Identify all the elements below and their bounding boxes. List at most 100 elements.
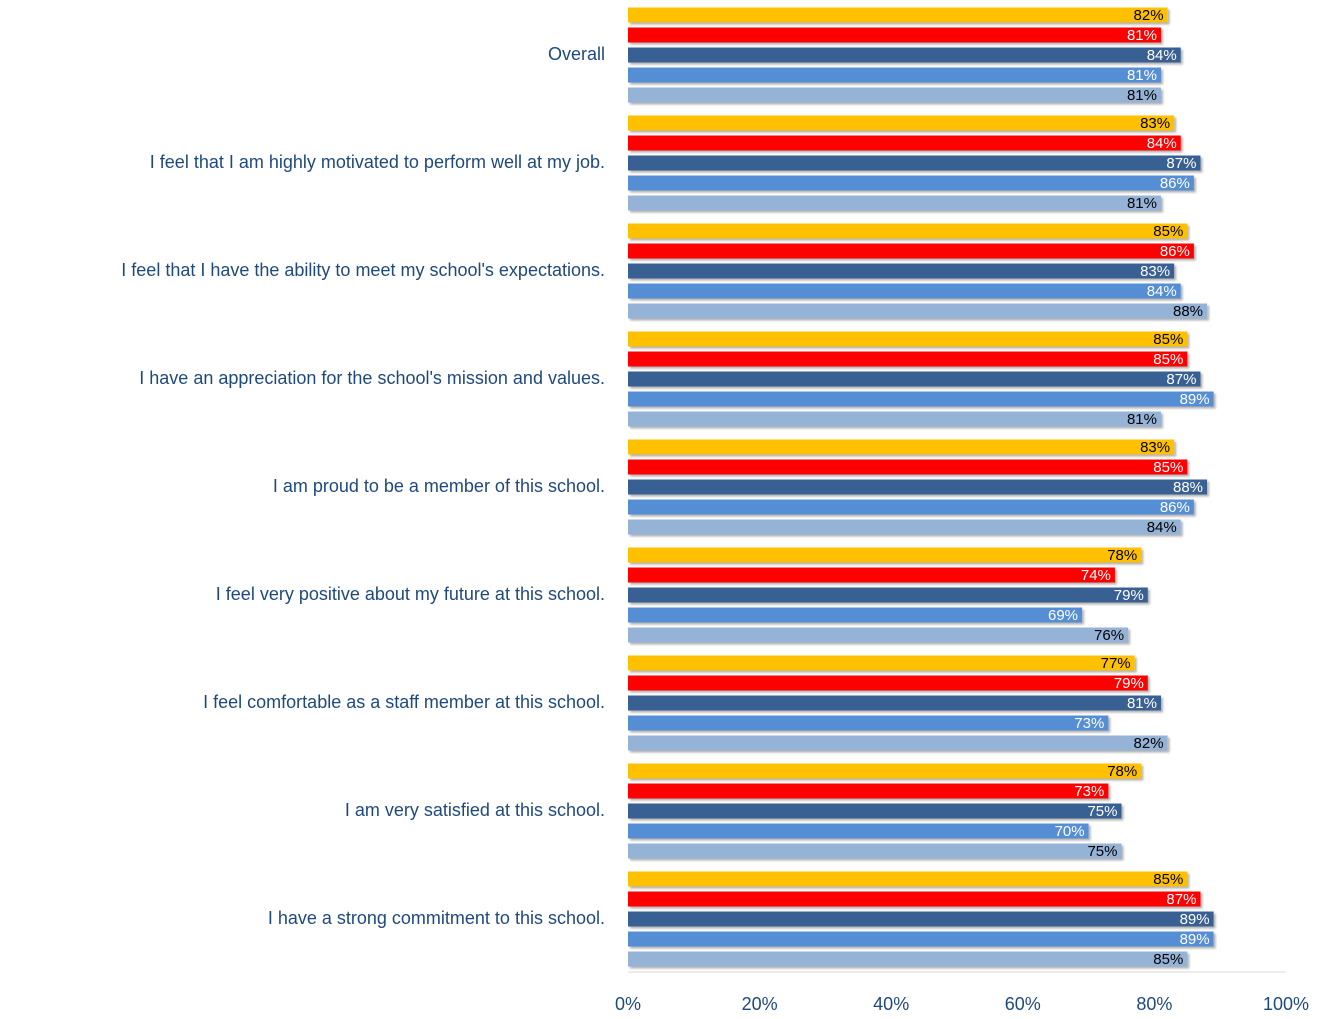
x-tick-label: 0% (615, 994, 641, 1014)
x-tick-label: 60% (1005, 994, 1041, 1014)
bar (628, 931, 1214, 947)
bar (628, 951, 1188, 967)
value-label: 86% (1160, 175, 1190, 192)
value-label: 74% (1081, 567, 1111, 584)
bar (628, 27, 1161, 43)
bar (628, 283, 1181, 299)
bar (628, 803, 1122, 819)
x-tick-label: 20% (742, 994, 778, 1014)
value-label: 85% (1153, 951, 1183, 968)
bar (628, 911, 1214, 927)
bar (628, 479, 1208, 495)
value-label: 78% (1107, 547, 1137, 564)
value-label: 75% (1087, 803, 1117, 820)
bar (628, 411, 1161, 427)
value-label: 70% (1055, 823, 1085, 840)
value-label: 81% (1127, 67, 1157, 84)
value-label: 81% (1127, 27, 1157, 44)
bar (628, 627, 1129, 643)
value-label: 85% (1153, 223, 1183, 240)
value-label: 85% (1153, 459, 1183, 476)
value-label: 85% (1153, 331, 1183, 348)
value-label: 81% (1127, 411, 1157, 428)
value-label: 83% (1140, 439, 1170, 456)
bar (628, 695, 1161, 711)
bar (628, 587, 1148, 603)
value-label: 81% (1127, 87, 1157, 104)
bar (628, 155, 1201, 171)
bar (628, 7, 1168, 23)
category-label: I feel very positive about my future at … (216, 584, 605, 604)
bar (628, 303, 1208, 319)
bar (628, 607, 1083, 623)
value-label: 79% (1114, 675, 1144, 692)
value-label: 87% (1166, 891, 1196, 908)
bar (628, 843, 1122, 859)
bar (628, 519, 1181, 535)
value-label: 84% (1147, 135, 1177, 152)
bar (628, 67, 1161, 83)
value-label: 81% (1127, 695, 1157, 712)
category-label: I am very satisfied at this school. (345, 800, 605, 820)
bar (628, 459, 1188, 475)
bar (628, 263, 1175, 279)
x-tick-label: 80% (1136, 994, 1172, 1014)
value-label: 89% (1180, 391, 1210, 408)
value-label: 73% (1074, 715, 1104, 732)
bar (628, 547, 1142, 563)
value-label: 77% (1101, 655, 1131, 672)
bar (628, 439, 1175, 455)
x-tick-label: 40% (873, 994, 909, 1014)
bar (628, 115, 1175, 131)
bar (628, 351, 1188, 367)
bar (628, 871, 1188, 887)
value-label: 76% (1094, 627, 1124, 644)
bar (628, 371, 1201, 387)
value-label: 73% (1074, 783, 1104, 800)
bar (628, 175, 1194, 191)
value-label: 84% (1147, 519, 1177, 536)
value-label: 83% (1140, 263, 1170, 280)
value-label: 69% (1048, 607, 1078, 624)
bar (628, 499, 1194, 515)
value-label: 84% (1147, 283, 1177, 300)
category-label: I am proud to be a member of this school… (273, 476, 605, 496)
value-label: 81% (1127, 195, 1157, 212)
bar (628, 715, 1109, 731)
bar (628, 675, 1148, 691)
value-label: 79% (1114, 587, 1144, 604)
value-label: 84% (1147, 47, 1177, 64)
category-label: I have a strong commitment to this schoo… (268, 908, 605, 928)
value-label: 86% (1160, 243, 1190, 260)
bar (628, 735, 1168, 751)
value-label: 78% (1107, 763, 1137, 780)
value-label: 87% (1166, 371, 1196, 388)
value-label: 82% (1134, 7, 1164, 24)
value-label: 85% (1153, 351, 1183, 368)
bar (628, 783, 1109, 799)
value-label: 88% (1173, 303, 1203, 320)
value-label: 88% (1173, 479, 1203, 496)
bar (628, 195, 1161, 211)
category-label: I feel that I am highly motivated to per… (150, 152, 605, 172)
bar (628, 567, 1115, 583)
value-label: 89% (1180, 931, 1210, 948)
value-label: 89% (1180, 911, 1210, 928)
category-label: Overall (548, 44, 605, 64)
value-label: 83% (1140, 115, 1170, 132)
value-label: 87% (1166, 155, 1196, 172)
bar (628, 823, 1089, 839)
value-label: 85% (1153, 871, 1183, 888)
category-label: I have an appreciation for the school's … (139, 368, 605, 388)
bar (628, 47, 1181, 63)
bar (628, 135, 1181, 151)
bar (628, 391, 1214, 407)
bar (628, 655, 1135, 671)
bar (628, 87, 1161, 103)
x-tick-label: 100% (1263, 994, 1309, 1014)
category-label: I feel that I have the ability to meet m… (121, 260, 605, 280)
value-label: 75% (1087, 843, 1117, 860)
bar (628, 763, 1142, 779)
bar (628, 243, 1194, 259)
